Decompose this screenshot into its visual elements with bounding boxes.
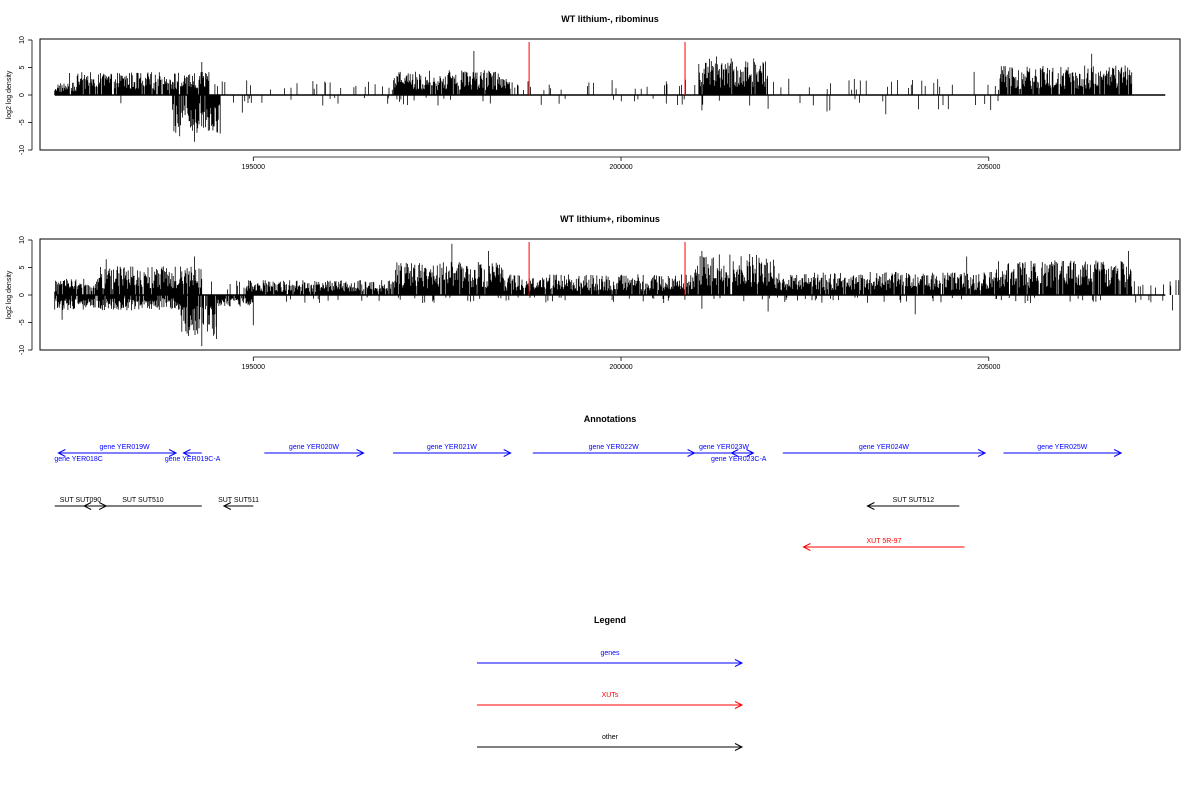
legend-label: genes — [600, 650, 620, 657]
feature-arrow-head — [57, 449, 66, 457]
y-tick-label: -10 — [19, 345, 26, 355]
x-tick-label: 205000 — [977, 164, 1000, 171]
feature-sut-sut510: SUT SUT510 — [83, 497, 202, 510]
feature-label: gene YER018C — [54, 456, 103, 463]
y-tick-label: 10 — [19, 36, 26, 44]
legend-item-genes: genes — [477, 650, 744, 667]
feature-gene-yer023c-a: gene YER023C-A — [711, 449, 767, 463]
y-tick-label: 0 — [19, 293, 26, 297]
feature-gene-yer023w: gene YER023W — [694, 444, 755, 457]
reference-markers — [528, 242, 686, 295]
feature-arrow-head — [83, 502, 92, 510]
density-bar-path — [54, 243, 1180, 347]
feature-arrow-head — [746, 449, 755, 457]
feature-arrow-head — [977, 449, 987, 457]
feature-label: SUT SUT510 — [122, 497, 164, 504]
y-tick-label: 5 — [19, 265, 26, 269]
x-tick-label: 195000 — [242, 164, 265, 171]
y-axis: -10 -5 0 5 10 — [19, 36, 33, 155]
reference-markers — [528, 42, 686, 95]
y-tick-label: -10 — [19, 145, 26, 155]
x-axis: 195000 200000 205000 — [242, 156, 1001, 171]
feature-arrow-head — [1113, 449, 1123, 457]
feature-gene-yer018c: gene YER018C — [54, 449, 103, 463]
y-tick-label: -5 — [19, 119, 26, 125]
feature-arrow-head — [222, 502, 232, 510]
panel-lithium-minus: WT lithium-, ribominus log2 log density … — [6, 14, 1181, 171]
legend-arrow-head — [734, 701, 744, 709]
legend-item-other: other — [477, 734, 744, 751]
legend: Legend genes XUTs other — [477, 615, 744, 751]
feature-gene-yer022w: gene YER022W — [532, 444, 696, 457]
feature-arrow-head — [802, 543, 811, 551]
y-tick-label: 5 — [19, 65, 26, 69]
legend-label: other — [602, 734, 619, 741]
feature-xut-5r-97: XUT 5R-97 — [802, 538, 965, 551]
feature-arrow-head — [168, 449, 178, 457]
feature-label: gene YER024W — [859, 444, 909, 451]
feature-sut-sut512: SUT SUT512 — [866, 497, 960, 510]
plot-frame — [39, 38, 1181, 151]
feature-arrows: gene YER018C gene YER019W gene YER019C-A ge… — [54, 444, 1123, 551]
feature-gene-yer021w: gene YER021W — [393, 444, 512, 457]
y-tick-label: 10 — [19, 236, 26, 244]
feature-sut-sut090: SUT SUT090 — [54, 497, 108, 510]
legend-arrow-head — [734, 743, 744, 751]
x-tick-label: 195000 — [242, 364, 265, 371]
y-tick-label: -5 — [19, 319, 26, 325]
y-axis: -10 -5 0 5 10 — [19, 236, 33, 355]
y-axis-label: log2 log density — [6, 270, 13, 319]
panel-title: WT lithium-, ribominus — [561, 14, 659, 24]
legend-label: XUTs — [602, 692, 619, 699]
feature-label: gene YER019W — [100, 444, 150, 451]
density-bar-path — [54, 51, 1133, 142]
annotations-title: Annotations — [584, 414, 637, 424]
feature-label: gene YER023C-A — [711, 456, 767, 463]
feature-label: gene YER022W — [589, 444, 639, 451]
feature-arrow-head — [866, 502, 875, 510]
feature-gene-yer019w: gene YER019W — [73, 444, 178, 457]
feature-gene-yer020w: gene YER020W — [264, 444, 365, 457]
feature-label: gene YER021W — [427, 444, 477, 451]
feature-gene-yer024w: gene YER024W — [782, 444, 987, 457]
feature-arrow-head — [182, 449, 191, 457]
feature-arrow-head — [503, 449, 512, 457]
density-bars — [54, 51, 1166, 142]
density-bars — [54, 243, 1180, 347]
legend-arrow-head — [734, 659, 744, 667]
legend-item-xuts: XUTs — [477, 692, 744, 709]
feature-label: gene YER025W — [1037, 444, 1087, 451]
feature-gene-yer019c-a: gene YER019C-A — [165, 449, 221, 463]
feature-label: XUT 5R-97 — [867, 538, 902, 545]
x-axis: 195000 200000 205000 — [242, 356, 1001, 371]
feature-label: SUT SUT511 — [218, 497, 259, 504]
legend-items: genes XUTs other — [477, 650, 744, 751]
feature-arrow-head — [730, 449, 739, 457]
legend-title: Legend — [594, 615, 626, 625]
x-tick-label: 200000 — [609, 164, 632, 171]
feature-label: gene YER019C-A — [165, 456, 221, 463]
feature-label: SUT SUT090 — [60, 497, 102, 504]
feature-sut-sut511: SUT SUT511 — [218, 497, 259, 510]
x-tick-label: 200000 — [609, 364, 632, 371]
plot-frame — [39, 238, 1181, 351]
feature-gene-yer025w: gene YER025W — [1003, 444, 1123, 457]
feature-label: gene YER020W — [289, 444, 339, 451]
x-tick-label: 205000 — [977, 364, 1000, 371]
feature-arrow-head — [356, 449, 365, 457]
y-tick-label: 0 — [19, 93, 26, 97]
feature-label: SUT SUT512 — [893, 497, 935, 504]
panel-lithium-plus: WT lithium+, ribominus log2 log density … — [6, 214, 1181, 371]
panel-title: WT lithium+, ribominus — [560, 214, 660, 224]
y-axis-label: log2 log density — [6, 70, 13, 119]
feature-label: gene YER023W — [699, 444, 749, 451]
